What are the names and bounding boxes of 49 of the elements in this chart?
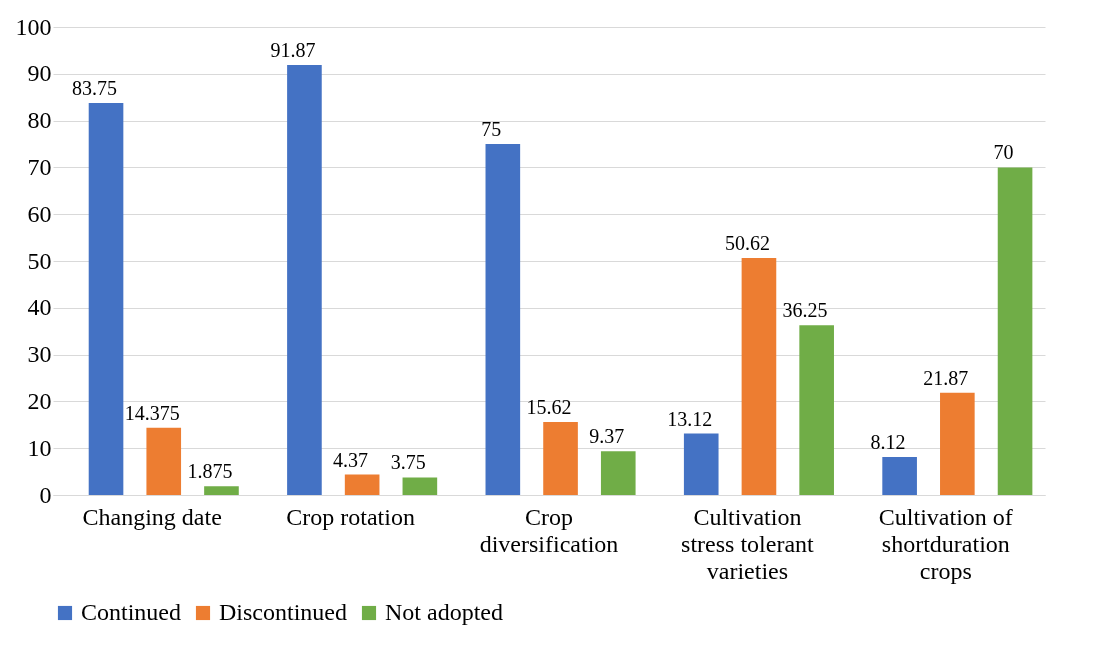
y-tick-label: 10 <box>27 434 52 461</box>
x-tick-label: Cultivation of shortduration crops <box>878 503 1013 584</box>
y-tick-label: 50 <box>27 247 52 274</box>
data-label: 3.75 <box>390 451 426 474</box>
bar <box>88 103 124 495</box>
y-tick-label: 80 <box>27 107 52 134</box>
data-label: 4.37 <box>333 448 369 471</box>
y-tick-label: 60 <box>27 200 52 227</box>
y-tick-label: 100 <box>15 13 52 40</box>
x-tick-label: Changing date <box>82 503 222 530</box>
legend-label: Continued <box>81 599 181 625</box>
y-tick-label: 90 <box>27 60 52 87</box>
bar <box>287 65 322 495</box>
data-label: 9.37 <box>589 425 625 448</box>
y-tick-label: 0 <box>39 481 52 508</box>
bar <box>997 167 1033 495</box>
x-tick-label: Cultivation stress tolerant varieties <box>681 503 815 584</box>
data-label: 75 <box>481 118 502 140</box>
bar <box>799 325 834 495</box>
y-tick-label: 70 <box>27 153 52 180</box>
bar <box>882 457 917 495</box>
bar <box>146 427 182 495</box>
data-label: 36.25 <box>782 299 828 322</box>
data-label: 1.875 <box>187 460 233 483</box>
bar <box>204 486 239 495</box>
x-tick-label: Crop diversification <box>479 503 619 557</box>
bar <box>940 392 975 495</box>
y-tick-label: 30 <box>27 341 52 368</box>
data-label: 83.75 <box>71 77 117 100</box>
data-label: 8.12 <box>870 431 906 453</box>
data-label: 14.375 <box>124 401 180 424</box>
data-label: 13.12 <box>667 407 713 430</box>
bar <box>741 258 777 495</box>
y-tick-label: 20 <box>27 387 52 414</box>
data-label: 91.87 <box>270 39 316 62</box>
data-label: 50.62 <box>724 232 770 255</box>
legend-label: Discontinued <box>219 599 347 625</box>
x-tick-label: Crop rotation <box>286 503 415 530</box>
bar <box>683 433 719 495</box>
data-label: 21.87 <box>923 366 969 389</box>
legend-label: Not adopted <box>385 599 503 625</box>
data-label: 15.62 <box>526 395 572 418</box>
bar <box>344 474 380 495</box>
bar <box>600 451 636 495</box>
y-tick-label: 40 <box>27 294 52 321</box>
data-label: 70 <box>993 141 1014 164</box>
bar <box>543 421 578 495</box>
bar <box>485 144 521 495</box>
bar <box>402 477 438 495</box>
